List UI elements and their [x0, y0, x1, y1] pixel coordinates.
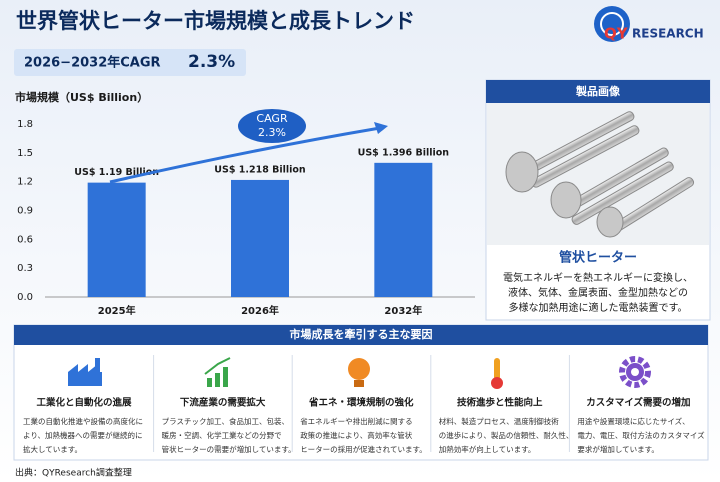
x-tick-label: 2026年	[241, 304, 279, 317]
factor-title: カスタマイズ需要の増加	[586, 397, 690, 409]
factor-icons	[68, 356, 651, 389]
logo-qy: QY	[604, 25, 629, 43]
cagr-label: 2026−2032年CAGR	[24, 55, 161, 71]
y-tick-label: 1.2	[17, 177, 33, 188]
factor-description: 用途や設置環境に応じたサイズ、	[577, 416, 689, 426]
logo-text: RESEARCH	[632, 27, 704, 41]
bar	[374, 162, 433, 297]
trend-arrow	[109, 126, 381, 184]
factor-title: 省エネ・環境規制の強化	[308, 397, 414, 409]
y-tick-label: 1.8	[17, 119, 33, 130]
factor-description: より、加熱機器への需要が継続的に	[23, 430, 143, 440]
bulb-icon	[348, 358, 370, 387]
icon-part	[204, 357, 231, 375]
logo: QY RESEARCH	[594, 6, 704, 43]
factors-panel	[13, 324, 709, 461]
source: 出典：QYResearch調査整理	[15, 467, 132, 479]
factor-description: 管状ヒーターの需要が増加しています。	[162, 444, 296, 454]
flange	[505, 151, 539, 193]
value-label: US$ 1.218 Billion	[214, 164, 306, 175]
factors-header: 市場成長を牽引する主な要因	[290, 327, 433, 341]
icon-part	[95, 358, 100, 372]
icon-part	[68, 364, 98, 372]
tube	[571, 161, 674, 225]
logo-globe	[594, 6, 630, 42]
icon-part	[215, 373, 220, 387]
icon-part	[619, 356, 651, 388]
thermometer-icon	[491, 358, 503, 389]
y-tick-label: 0.0	[17, 292, 33, 303]
factor-description: の進歩により、製品の信頼性、耐久性、	[439, 430, 574, 440]
factor-description: 要求が増加しています。	[577, 444, 659, 454]
x-tick-label: 2032年	[384, 304, 422, 317]
y-tick-label: 0.3	[17, 263, 33, 274]
logo-ring	[600, 12, 624, 36]
heater-drawing	[505, 111, 695, 238]
factor-title: 技術進歩と性能向上	[457, 397, 543, 409]
product-header: 製品画像	[575, 84, 621, 98]
icon-part	[348, 358, 370, 380]
factor-description: 省エネルギーや排出削減に関する	[300, 416, 413, 426]
y-tick-label: 0.9	[17, 206, 33, 217]
icon-part	[68, 372, 102, 386]
factor-description: 材料、製造プロセス、温度制御技術	[439, 416, 559, 426]
bar	[231, 179, 289, 297]
value-label: US$ 1.396 Billion	[358, 147, 450, 158]
growth-icon	[204, 357, 231, 387]
product-description-line: 多様な加熱用途に適した電熱装置です。	[509, 301, 688, 314]
cagr-badge	[14, 49, 246, 76]
product-description: 電気エネルギーを熱エネルギーに変換し、液体、気体、金属表面、金型加熱などの多様な…	[503, 271, 693, 314]
cagr-value: 2.3%	[188, 52, 235, 72]
factor-title: 下流産業の需要拡大	[180, 397, 266, 409]
title: 世界管状ヒーター市場規模と成長トレンド	[16, 9, 415, 33]
factors-header-bar	[14, 325, 708, 345]
y-tick-label: 1.5	[17, 148, 33, 159]
factor-description: 政策の推進により、高効率な管状	[300, 430, 413, 440]
factor-description: プラスチック加工、食品加工、包装、	[162, 416, 289, 426]
factor-description: 拡大しています。	[23, 444, 82, 454]
icon-part	[494, 358, 500, 380]
cagr-bubble	[238, 109, 306, 143]
x-tick-label: 2025年	[98, 304, 136, 317]
factor-title: 工業化と自動化の進展	[36, 397, 132, 409]
value-label: US$ 1.19 Billion	[74, 167, 159, 178]
icon-part	[631, 368, 639, 376]
gear-icon	[619, 356, 651, 388]
arrow-head	[374, 122, 388, 134]
factors: 工業化と自動化の進展工業の自動化推進や設備の高度化により、加熱機器への需要が継続…	[23, 355, 705, 454]
product-header-bar	[486, 80, 710, 103]
factor-description: 加熱効率が向上しています。	[439, 444, 536, 454]
flange	[596, 206, 624, 238]
bar	[87, 182, 146, 297]
product-name: 管状ヒーター	[559, 250, 637, 266]
y-axis-label: 市場規模（US$ Billion）	[15, 90, 148, 104]
factor-description: 工業の自動化推進や設備の高度化に	[23, 416, 143, 426]
icon-part	[491, 377, 503, 389]
plot: 0.0 0.3 0.6 0.9 1.2 1.5 1.8 2025年 US$ 1.19 Billi…	[17, 119, 475, 317]
flange	[550, 181, 582, 219]
factor-description: 暖房・空調、化学工業などの分野で	[162, 430, 282, 440]
icon-part	[354, 380, 364, 387]
cagr-bubble-title: CAGR	[256, 112, 288, 125]
factory-icon	[68, 358, 102, 386]
product-description-line: 電気エネルギーを熱エネルギーに変換し、	[503, 271, 693, 284]
y-tick-label: 0.6	[17, 234, 33, 245]
factor-description: 電力、電圧、取付方法のカスタマイズ	[577, 430, 705, 440]
icon-part	[223, 367, 228, 387]
icon-part	[207, 378, 212, 387]
product-description-line: 液体、気体、金属表面、金型加熱などの	[508, 286, 688, 299]
factor-description: ヒーターの採用が促進されています。	[300, 444, 427, 454]
cagr-bubble-value: 2.3%	[258, 126, 286, 139]
